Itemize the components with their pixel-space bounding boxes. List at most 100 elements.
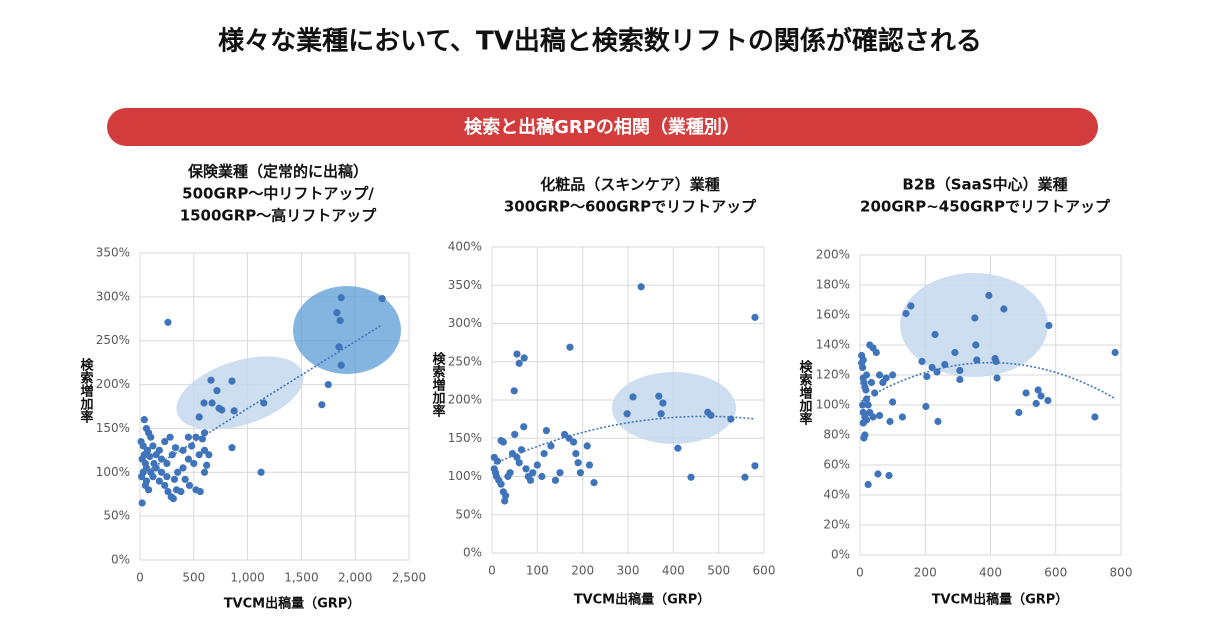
point	[515, 359, 523, 367]
point	[886, 417, 894, 426]
point	[637, 283, 645, 291]
y-tick-label: 160%	[816, 308, 850, 322]
x-tick-label: 600	[1044, 566, 1067, 580]
trendline	[861, 361, 1116, 402]
point	[526, 476, 535, 484]
point	[149, 442, 157, 450]
x-tick-label: 500	[182, 571, 205, 585]
x-tick-label: 200	[914, 566, 937, 580]
y-axis-label: 検索増加率	[430, 351, 447, 418]
point	[200, 429, 209, 437]
x-tick-label: 100	[526, 564, 549, 578]
point	[164, 318, 172, 326]
banner-text: 検索と出稿GRPの相関（業種別）	[464, 116, 740, 138]
point	[185, 481, 194, 490]
point	[166, 433, 174, 441]
x-tick-label: 500	[707, 564, 730, 578]
point	[179, 464, 187, 472]
y-tick-label: 250%	[96, 333, 130, 347]
point	[138, 499, 146, 507]
point	[657, 410, 665, 418]
point	[257, 468, 265, 476]
chart-title: 保険業種（定常的に出稿）	[187, 163, 368, 181]
chart-title: 500GRP～中リフトアップ/	[182, 185, 374, 203]
point	[1022, 389, 1030, 397]
point	[169, 495, 177, 503]
y-tick-label: 0%	[463, 546, 482, 560]
point	[195, 413, 203, 421]
point	[141, 481, 149, 490]
point	[867, 378, 876, 387]
point	[922, 402, 930, 411]
point	[529, 469, 537, 477]
point	[566, 343, 574, 351]
point	[864, 401, 872, 409]
point	[971, 314, 979, 322]
point	[230, 407, 238, 415]
point	[538, 472, 546, 481]
chart-title: 1500GRP～高リフトアップ	[180, 207, 378, 225]
point	[208, 399, 216, 407]
point	[335, 343, 343, 351]
y-tick-label: 0%	[831, 548, 850, 562]
point	[572, 449, 580, 458]
y-tick-label: 50%	[103, 509, 130, 523]
point	[161, 437, 169, 446]
point	[885, 471, 893, 480]
point	[228, 377, 236, 385]
point	[861, 431, 869, 439]
y-tick-label: 250%	[448, 354, 482, 368]
point	[889, 371, 897, 379]
point	[1044, 396, 1052, 405]
x-tick-label: 400	[979, 566, 1002, 580]
point	[337, 361, 345, 369]
point	[501, 497, 509, 505]
point	[337, 294, 345, 302]
point	[751, 313, 759, 321]
highlight	[293, 286, 401, 374]
x-tick-label: 300	[617, 564, 640, 578]
point	[502, 492, 510, 500]
point	[875, 411, 884, 420]
y-tick-label: 0%	[111, 553, 130, 567]
point	[590, 479, 598, 487]
point	[585, 461, 594, 469]
point	[170, 475, 179, 483]
point	[200, 468, 209, 476]
point	[140, 451, 148, 459]
point	[157, 455, 166, 463]
point	[874, 470, 882, 478]
point	[918, 357, 926, 366]
point	[951, 348, 959, 357]
point	[179, 446, 187, 454]
point	[157, 468, 166, 476]
point	[898, 413, 907, 421]
y-tick-label: 80%	[823, 428, 850, 442]
y-tick-label: 350%	[448, 278, 482, 292]
x-tick-label: 2,000	[338, 571, 372, 585]
x-tick-label: 1,000	[230, 571, 264, 585]
page-title: 様々な業種において、TV出稿と検索数リフトの関係が確認される	[218, 26, 982, 57]
y-tick-label: 150%	[96, 421, 130, 435]
x-tick-label: 800	[1110, 566, 1133, 580]
point	[520, 423, 528, 431]
point	[931, 330, 939, 339]
trendline	[140, 324, 383, 476]
point	[956, 366, 964, 375]
point	[889, 398, 897, 406]
chart-title: B2B（SaaS中心）業種	[902, 176, 1067, 194]
point	[497, 480, 505, 488]
point	[171, 444, 180, 452]
y-tick-label: 200%	[448, 393, 482, 407]
y-tick-label: 300%	[448, 316, 482, 330]
point	[751, 462, 759, 470]
point	[956, 375, 964, 384]
point	[674, 444, 682, 452]
y-tick-label: 180%	[816, 278, 850, 292]
point	[333, 309, 341, 317]
point	[163, 473, 171, 481]
point	[707, 411, 715, 419]
chart-title: 200GRP~450GRPでリフトアップ	[860, 198, 1111, 216]
highlight	[176, 356, 304, 430]
y-tick-label: 100%	[96, 465, 130, 479]
